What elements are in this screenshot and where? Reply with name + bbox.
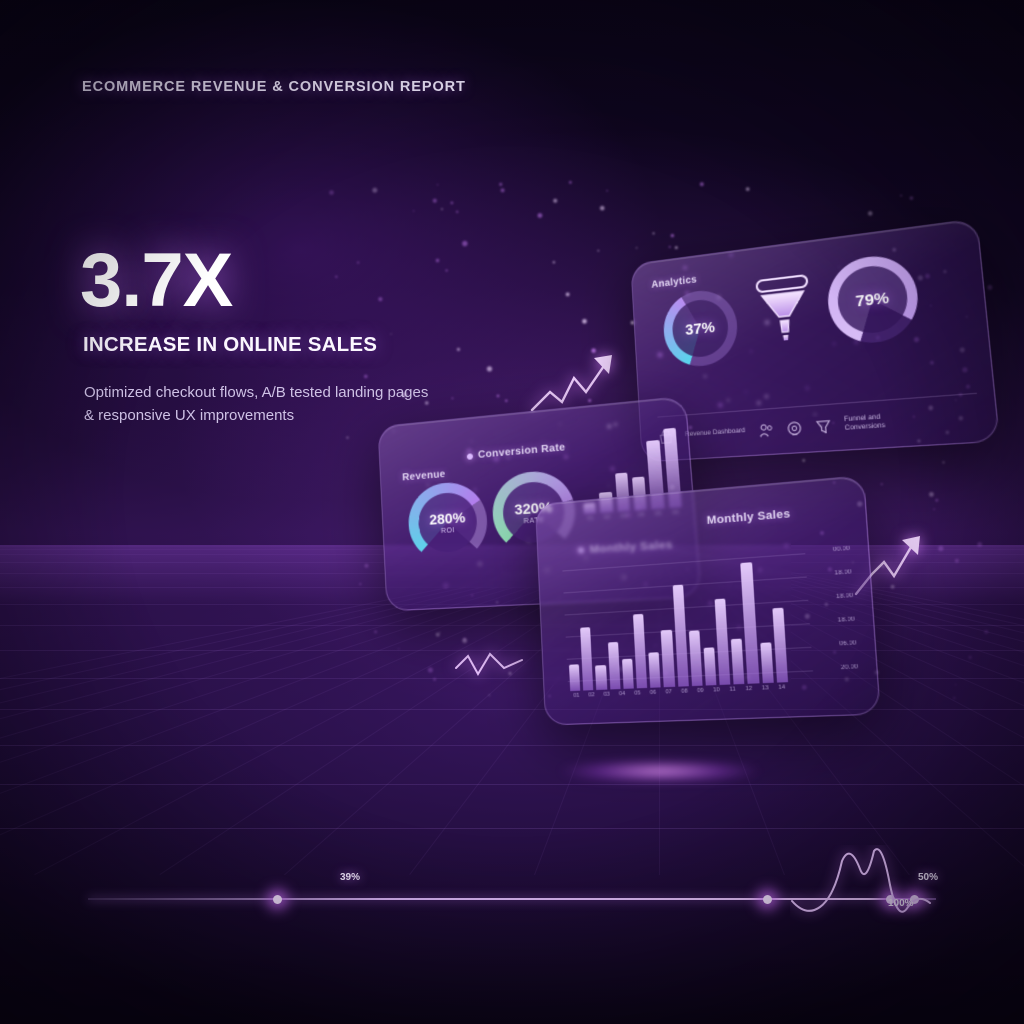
footer-label-revenue: Revenue Dashboard: [684, 426, 746, 439]
bar: [672, 584, 689, 687]
y-axis-tick: 20.00: [840, 664, 859, 672]
bar: [607, 642, 621, 690]
analytics-card-title: Analytics: [651, 274, 698, 291]
revenue-gauge-label: Revenue: [402, 468, 446, 484]
axis-tick: 14: [778, 684, 786, 692]
bar: [580, 626, 594, 691]
funnel-small-icon[interactable]: [814, 417, 832, 434]
timeline-node[interactable]: [273, 894, 282, 904]
donut-center: 79%: [835, 262, 911, 336]
conversion-rate-gauge-label: Conversion Rate: [477, 441, 566, 461]
checkout-donut-value: 79%: [854, 288, 890, 311]
bar: [660, 629, 675, 688]
bar: [740, 562, 760, 684]
bar: [648, 652, 661, 688]
axis-tick: 13: [761, 685, 769, 692]
axis-tick: 03: [603, 691, 611, 698]
legend-dot: [466, 452, 474, 460]
bar: [759, 641, 774, 684]
axis-tick: 05: [634, 690, 641, 697]
axis-tick: 06: [649, 689, 657, 697]
timeline-sparkline: [791, 848, 931, 913]
axis-tick: 02: [588, 692, 595, 699]
y-axis-tick: 06.00: [839, 640, 857, 648]
donut-center: 37%: [670, 297, 730, 360]
revenue-gauge-sub: ROI: [440, 527, 455, 536]
hero-description: Optimized checkout flows, A/B tested lan…: [84, 384, 429, 425]
sales-bar-chart[interactable]: [564, 555, 789, 692]
timeline-label: 100%: [888, 898, 914, 909]
axis-tick: 10: [712, 687, 720, 694]
bar: [621, 658, 634, 689]
checkout-donut-chart[interactable]: 79%: [824, 251, 922, 347]
page-kicker: ECOMMERCE REVENUE & CONVERSION REPORT: [82, 79, 466, 95]
timeline-label: 50%: [918, 872, 939, 883]
funnel-icon: [750, 270, 818, 341]
revenue-gauge[interactable]: 280% ROI: [406, 479, 490, 565]
conversion-donut-chart[interactable]: 37%: [661, 286, 740, 370]
y-axis-tick: 18.00: [837, 616, 855, 624]
footer-label-funnel: Funnel and Conversions: [843, 413, 886, 433]
gauge-center: 280% ROI: [417, 490, 479, 554]
y-axis-tick: 00.00: [832, 545, 851, 554]
axis-tick: 01: [573, 692, 580, 700]
timeline-label: 39%: [340, 872, 361, 883]
target-icon[interactable]: [785, 419, 802, 436]
analytics-footer-row: Revenue Dashboard Funnel and Conversions: [657, 392, 981, 452]
axis-tick: 07: [665, 689, 673, 696]
axis-tick: 12: [745, 685, 753, 693]
axis-tick: 08: [681, 688, 688, 695]
conversion-rate-legend: Conversion Rate: [466, 441, 566, 462]
bar: [731, 638, 745, 685]
bar: [595, 665, 607, 691]
conversion-donut-value: 37%: [684, 318, 716, 339]
bar: [632, 613, 648, 689]
revenue-gauge-value: 280%: [428, 508, 466, 528]
axis-tick: 09: [696, 687, 704, 695]
bar: [703, 647, 717, 686]
users-icon[interactable]: [757, 421, 774, 438]
bar: [772, 608, 789, 683]
y-axis-tick: 18.00: [835, 592, 854, 601]
sales-card-title: Monthly Sales: [706, 507, 791, 528]
hero-metric: 3.7X: [80, 238, 233, 323]
bar: [688, 630, 703, 687]
timeline-node[interactable]: [763, 894, 772, 904]
sales-card[interactable]: Monthly Sales 00.00 18.00 18.00 18.00 06.00 2…: [534, 475, 881, 726]
wave-squiggle-icon: [455, 652, 523, 676]
axis-tick: 04: [618, 690, 626, 698]
bar: [714, 598, 731, 685]
bar: [568, 663, 581, 692]
hero-subhead: INCREASE IN ONLINE SALES: [83, 333, 378, 356]
axis-tick: 11: [729, 686, 736, 694]
y-axis-tick: 18.00: [834, 569, 852, 577]
